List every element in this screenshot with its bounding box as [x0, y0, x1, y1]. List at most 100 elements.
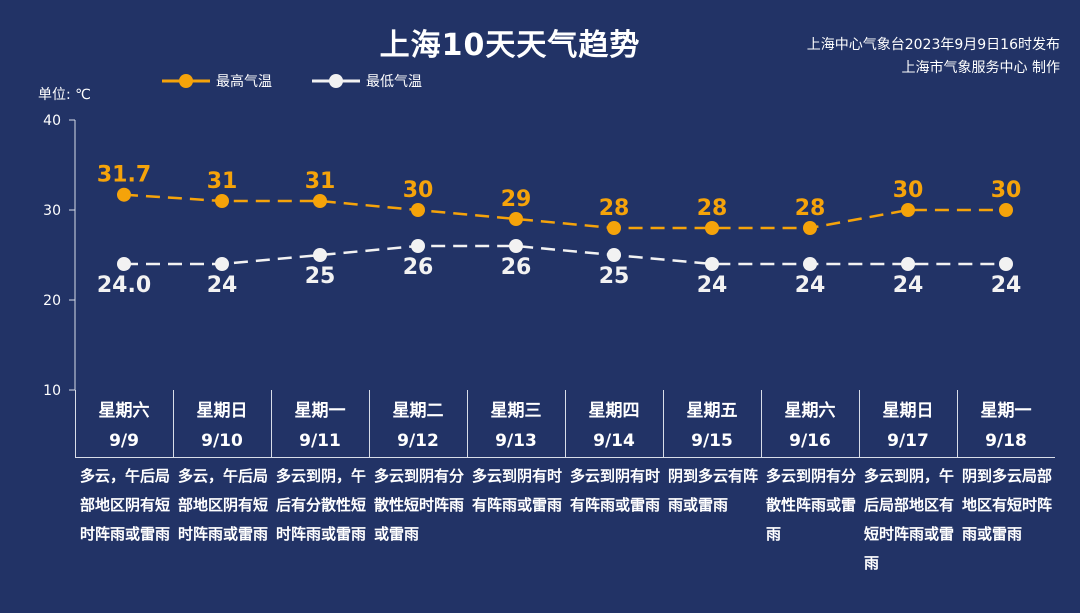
low-temp-point	[803, 257, 817, 271]
day-header: 星期日 9/10	[173, 390, 271, 458]
legend-low: 最低气温	[310, 69, 422, 93]
day-separator	[859, 390, 860, 458]
day-separator	[565, 390, 566, 458]
low-temp-point	[999, 257, 1013, 271]
day-header: 星期五 9/15	[663, 390, 761, 458]
high-temp-label: 30	[403, 178, 434, 203]
day-header: 星期一 9/18	[957, 390, 1055, 458]
day-header: 星期日 9/17	[859, 390, 957, 458]
high-temp-label: 28	[795, 196, 826, 221]
day-weekday: 星期一	[980, 401, 1032, 421]
unit-label: 单位: ℃	[38, 87, 91, 103]
day-date: 9/17	[887, 431, 929, 451]
high-temp-point	[411, 203, 425, 217]
day-date: 9/9	[109, 431, 139, 451]
y-tick-label: 20	[43, 293, 61, 309]
day-weather: 多云到阴有分散性阵雨或雷雨	[766, 467, 857, 543]
high-temp-label: 31	[207, 169, 238, 194]
low-temp-point	[509, 239, 523, 253]
high-temp-point	[999, 203, 1013, 217]
legend-low-label: 最低气温	[366, 74, 422, 90]
high-temp-label: 28	[697, 196, 728, 221]
day-weekday: 星期日	[196, 401, 248, 421]
day-weather: 阴到多云有阵雨或雷雨	[668, 467, 759, 514]
day-date: 9/11	[299, 431, 341, 451]
day-weekday: 星期一	[294, 401, 346, 421]
high-temp-label: 30	[893, 178, 924, 203]
day-header: 星期二 9/12	[369, 390, 467, 458]
high-temp-point	[215, 194, 229, 208]
day-separator	[173, 390, 174, 458]
day-header: 星期六 9/16	[761, 390, 859, 458]
day-weekday: 星期日	[882, 401, 934, 421]
low-temp-label: 24	[795, 273, 826, 298]
day-date: 9/13	[495, 431, 537, 451]
legend-low-swatch	[312, 74, 360, 88]
day-date: 9/18	[985, 431, 1027, 451]
day-weekday: 星期三	[490, 401, 542, 421]
high-temp-label: 30	[991, 178, 1022, 203]
series-line-low	[124, 244, 1006, 266]
low-temp-label: 24	[991, 273, 1022, 298]
day-date: 9/10	[201, 431, 243, 451]
high-temp-label: 29	[501, 187, 532, 212]
low-temp-label: 26	[403, 255, 434, 280]
high-temp-label: 28	[599, 196, 630, 221]
day-separator	[761, 390, 762, 458]
low-temp-point	[117, 257, 131, 271]
high-temp-point	[803, 221, 817, 235]
low-temp-label: 24	[697, 273, 728, 298]
day-header: 星期六 9/9	[75, 390, 173, 458]
day-weather: 多云，午后局部地区阴有短时阵雨或雷雨	[178, 467, 269, 543]
low-temp-label: 24	[893, 273, 924, 298]
high-temp-label: 31.7	[97, 163, 151, 188]
high-temp-point	[705, 221, 719, 235]
day-header: 星期三 9/13	[467, 390, 565, 458]
source-line-issuer: 上海中心气象台2023年9月9日16时发布	[806, 37, 1060, 53]
low-temp-point	[901, 257, 915, 271]
low-temp-point	[607, 248, 621, 262]
legend-high-swatch	[162, 74, 210, 88]
day-weather: 多云到阴，午后局部地区有短时阵雨或雷雨	[864, 467, 955, 572]
high-temp-point	[509, 212, 523, 226]
y-tick-label: 30	[43, 203, 61, 219]
day-separator	[369, 390, 370, 458]
day-weather: 阴到多云局部地区有短时阵雨或雷雨	[962, 467, 1053, 543]
temperature-chart: 10 20 30 40 31.7 31 31 30 29 28 28 28 30 30 24.0 24 25 26…	[43, 113, 1022, 399]
legend-high-label: 最高气温	[216, 74, 272, 90]
high-temp-point	[607, 221, 621, 235]
low-temp-label: 25	[305, 264, 336, 289]
day-header: 星期四 9/14	[565, 390, 663, 458]
day-weekday: 星期二	[392, 401, 444, 421]
high-temp-point	[117, 187, 131, 202]
day-separator	[663, 390, 664, 458]
low-temp-label: 24	[207, 273, 238, 298]
y-tick-label: 40	[43, 113, 61, 129]
day-weekday: 星期四	[588, 401, 640, 421]
low-temp-point	[215, 257, 229, 271]
day-separator	[271, 390, 272, 458]
low-temp-point	[705, 257, 719, 271]
low-temp-point	[411, 239, 425, 253]
day-date: 9/14	[593, 431, 635, 451]
day-weather: 多云到阴有时有阵雨或雷雨	[570, 467, 661, 514]
high-temp-point	[901, 203, 915, 217]
day-weekday: 星期六	[98, 401, 150, 421]
day-weekday: 星期六	[784, 401, 836, 421]
day-weather: 多云到阴有时有阵雨或雷雨	[472, 467, 563, 514]
day-separator	[467, 390, 468, 458]
day-separator	[957, 390, 958, 458]
day-weekday: 星期五	[686, 401, 738, 421]
day-weather: 多云到阴，午后有分散性短时阵雨或雷雨	[276, 467, 367, 543]
day-date: 9/16	[789, 431, 831, 451]
series-line-high	[123, 193, 1006, 230]
low-temp-label: 24.0	[97, 273, 151, 298]
source-info: 上海中心气象台2023年9月9日16时发布 上海市气象服务中心 制作	[807, 34, 1060, 80]
high-temp-label: 31	[305, 169, 336, 194]
day-weather: 多云，午后局部地区阴有短时阵雨或雷雨	[80, 467, 171, 543]
page-title: 上海10天天气趋势	[379, 28, 641, 63]
low-temp-point	[313, 248, 327, 262]
day-date: 9/15	[691, 431, 733, 451]
high-temp-point	[313, 194, 327, 208]
day-weather: 多云到阴有分散性短时阵雨或雷雨	[374, 467, 465, 543]
